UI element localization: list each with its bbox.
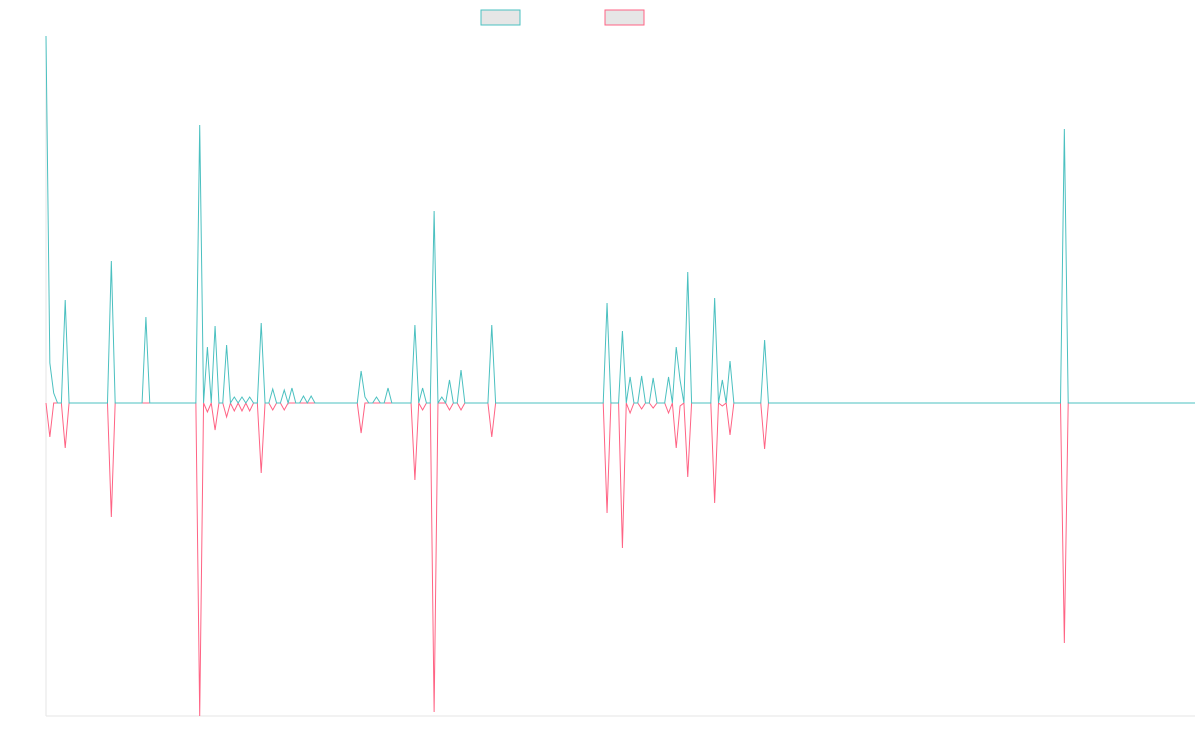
series-line [45, 35, 1195, 405]
legend-swatch [604, 9, 645, 26]
legend-swatch [480, 9, 521, 26]
series-line [45, 401, 1195, 717]
